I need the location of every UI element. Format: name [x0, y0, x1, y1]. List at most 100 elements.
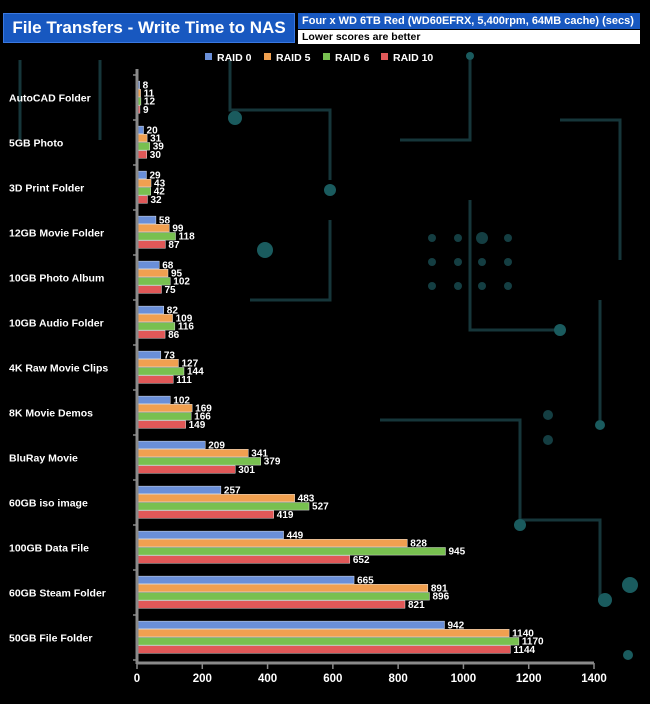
bar	[136, 215, 157, 224]
data-label: 665	[357, 575, 374, 586]
bar	[136, 395, 171, 404]
category-label: BluRay Movie	[9, 453, 78, 465]
bar	[136, 440, 206, 449]
bar	[136, 539, 408, 548]
data-label: 945	[448, 547, 465, 558]
category-label: 100GB Data File	[9, 543, 89, 555]
x-tick-label: 800	[389, 673, 408, 685]
bar	[136, 510, 274, 519]
data-label: 652	[353, 555, 370, 566]
legend-swatch	[205, 53, 212, 60]
data-label: 68	[162, 260, 174, 271]
data-label: 58	[159, 215, 171, 226]
category-label: 12GB Movie Folder	[9, 228, 104, 240]
bar	[136, 412, 192, 421]
data-label: 102	[173, 395, 190, 406]
x-tick-label: 600	[323, 673, 342, 685]
bar	[136, 592, 430, 601]
bar	[136, 195, 148, 204]
bar	[136, 449, 249, 458]
x-tick-label: 400	[258, 673, 277, 685]
legend-label: RAID 6	[335, 52, 370, 64]
data-label: 73	[164, 350, 176, 361]
category-label: 5GB Photo	[9, 138, 63, 150]
bar	[136, 134, 148, 143]
bar	[136, 187, 151, 196]
data-label: 30	[150, 150, 162, 161]
bar	[136, 555, 351, 564]
bar	[136, 142, 150, 151]
data-label: 29	[149, 170, 161, 181]
data-label: 144	[187, 367, 204, 378]
category-label: 10GB Photo Album	[9, 273, 104, 285]
data-label: 12	[144, 97, 156, 108]
data-label: 1170	[522, 637, 544, 648]
data-label: 891	[431, 584, 448, 595]
data-label: 341	[251, 449, 268, 460]
category-label: 60GB Steam Folder	[9, 588, 106, 600]
data-label: 95	[171, 269, 183, 280]
data-label: 257	[224, 485, 241, 496]
data-label: 39	[153, 142, 165, 153]
data-label: 127	[181, 359, 198, 370]
data-label: 86	[168, 330, 180, 341]
category-label: 60GB iso image	[9, 498, 88, 510]
data-label: 42	[154, 187, 166, 198]
bar	[136, 305, 164, 314]
chart-title: File Transfers - Write Time to NAS	[3, 13, 295, 43]
data-label: 149	[189, 420, 206, 431]
data-label: 8	[143, 80, 149, 91]
data-label: 209	[208, 440, 225, 451]
bar	[136, 485, 222, 494]
bar	[136, 629, 510, 638]
x-tick-label: 0	[134, 673, 140, 685]
data-label: 379	[264, 457, 281, 468]
data-label: 116	[178, 322, 195, 333]
legend-swatch	[323, 53, 330, 60]
data-label: 1140	[512, 629, 534, 640]
x-tick-label: 1000	[451, 673, 477, 685]
bar	[136, 285, 162, 294]
bar	[136, 645, 511, 654]
bar	[136, 359, 179, 368]
legend-label: RAID 10	[393, 52, 433, 64]
legend-label: RAID 0	[217, 52, 252, 64]
data-label: 301	[238, 465, 255, 476]
data-label: 1144	[513, 645, 535, 656]
bar	[136, 637, 520, 646]
bar	[136, 260, 160, 269]
bar	[136, 465, 236, 474]
data-label: 31	[150, 134, 162, 145]
data-label: 527	[312, 502, 329, 513]
chart-subtitle: Four x WD 6TB Red (WD60EFRX, 5,400rpm, 6…	[298, 13, 640, 29]
x-tick-label: 200	[193, 673, 212, 685]
bar	[136, 600, 406, 609]
bar	[136, 314, 173, 323]
chart-note: Lower scores are better	[298, 30, 640, 44]
bar	[136, 240, 166, 249]
data-label: 169	[195, 404, 212, 415]
category-label: 10GB Audio Folder	[9, 318, 104, 330]
data-label: 20	[147, 125, 159, 136]
data-label: 449	[287, 530, 304, 541]
data-label: 118	[179, 232, 196, 243]
bar	[136, 620, 445, 629]
legend-label: RAID 5	[276, 52, 311, 64]
data-label: 87	[168, 240, 180, 251]
data-label: 43	[154, 179, 166, 190]
category-label: 8K Movie Demos	[9, 408, 93, 420]
x-tick-label: 1200	[516, 673, 542, 685]
data-label: 11	[144, 89, 155, 100]
bar	[136, 350, 162, 359]
bar	[136, 575, 355, 584]
bar	[136, 547, 446, 556]
bar	[136, 404, 193, 413]
bar	[136, 584, 429, 593]
bar	[136, 179, 152, 188]
category-label: 50GB File Folder	[9, 633, 92, 645]
x-tick-label: 1400	[581, 673, 607, 685]
data-label: 828	[410, 539, 427, 550]
data-label: 75	[164, 285, 176, 296]
bar	[136, 330, 166, 339]
